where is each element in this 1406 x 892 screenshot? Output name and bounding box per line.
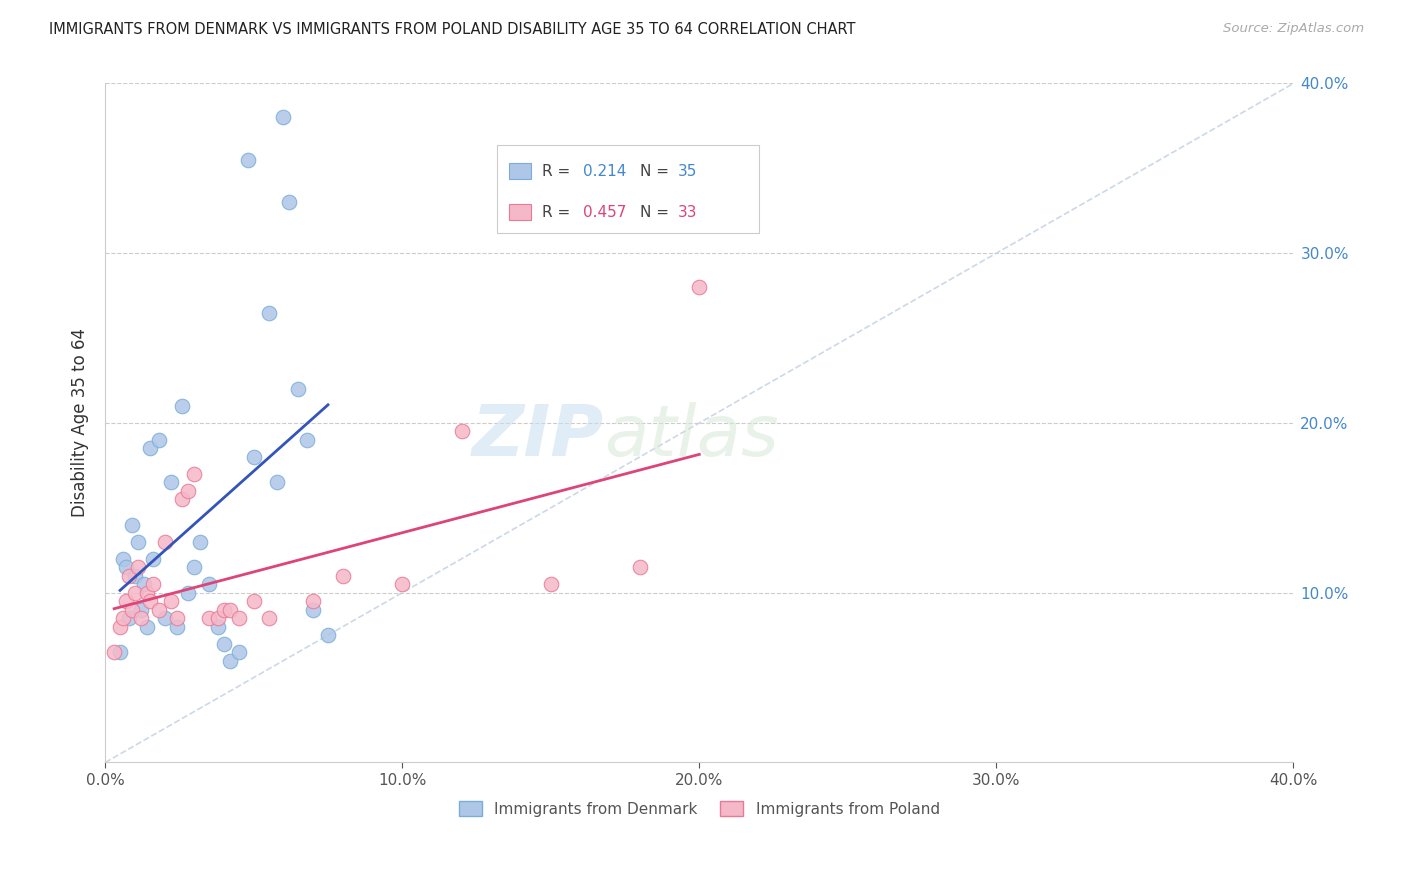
- Point: [295, 433, 318, 447]
- Point: [287, 382, 309, 396]
- Point: [278, 195, 301, 210]
- Point: [228, 645, 250, 659]
- Point: [142, 551, 165, 566]
- Point: [183, 467, 205, 481]
- Point: [112, 611, 135, 625]
- Point: [118, 568, 141, 582]
- Point: [257, 305, 280, 319]
- Text: 0.457: 0.457: [583, 205, 626, 220]
- Point: [139, 594, 162, 608]
- Point: [273, 111, 295, 125]
- Text: atlas: atlas: [605, 402, 779, 471]
- Point: [188, 534, 211, 549]
- Point: [236, 153, 259, 167]
- FancyBboxPatch shape: [509, 204, 530, 220]
- Point: [153, 534, 176, 549]
- Point: [177, 585, 200, 599]
- Point: [148, 602, 170, 616]
- Point: [302, 594, 325, 608]
- Point: [129, 611, 152, 625]
- Point: [148, 433, 170, 447]
- Point: [332, 568, 354, 582]
- Point: [257, 611, 280, 625]
- Point: [242, 450, 264, 464]
- Text: N =: N =: [640, 205, 673, 220]
- Point: [266, 475, 288, 490]
- Point: [628, 560, 651, 574]
- Point: [228, 611, 250, 625]
- Point: [242, 594, 264, 608]
- Point: [172, 492, 194, 507]
- Point: [166, 620, 188, 634]
- Text: 0.214: 0.214: [583, 164, 626, 179]
- FancyBboxPatch shape: [509, 163, 530, 178]
- Point: [688, 280, 710, 294]
- Point: [108, 645, 131, 659]
- Text: R =: R =: [543, 164, 575, 179]
- Text: Source: ZipAtlas.com: Source: ZipAtlas.com: [1223, 22, 1364, 36]
- Point: [132, 577, 155, 591]
- Point: [316, 628, 339, 642]
- Point: [207, 620, 229, 634]
- Text: N =: N =: [640, 164, 673, 179]
- Point: [135, 620, 157, 634]
- Point: [139, 442, 162, 456]
- Text: IMMIGRANTS FROM DENMARK VS IMMIGRANTS FROM POLAND DISABILITY AGE 35 TO 64 CORREL: IMMIGRANTS FROM DENMARK VS IMMIGRANTS FR…: [49, 22, 856, 37]
- Point: [207, 611, 229, 625]
- FancyBboxPatch shape: [498, 145, 759, 233]
- Point: [103, 645, 125, 659]
- Point: [121, 602, 143, 616]
- Point: [302, 602, 325, 616]
- Point: [212, 637, 235, 651]
- Point: [153, 611, 176, 625]
- Point: [127, 560, 149, 574]
- Point: [108, 620, 131, 634]
- Text: 33: 33: [678, 205, 697, 220]
- Point: [450, 425, 472, 439]
- Point: [142, 577, 165, 591]
- Text: 35: 35: [678, 164, 697, 179]
- Point: [166, 611, 188, 625]
- Point: [177, 483, 200, 498]
- Point: [159, 475, 181, 490]
- Point: [219, 654, 242, 668]
- Point: [183, 560, 205, 574]
- Point: [135, 585, 157, 599]
- Point: [124, 568, 146, 582]
- Point: [159, 594, 181, 608]
- Point: [127, 534, 149, 549]
- Point: [540, 577, 562, 591]
- Point: [212, 602, 235, 616]
- Point: [198, 611, 221, 625]
- Text: R =: R =: [543, 205, 575, 220]
- Point: [115, 594, 138, 608]
- Point: [124, 585, 146, 599]
- Point: [129, 602, 152, 616]
- Point: [118, 611, 141, 625]
- Point: [172, 399, 194, 413]
- Point: [112, 551, 135, 566]
- Point: [115, 560, 138, 574]
- Legend: Immigrants from Denmark, Immigrants from Poland: Immigrants from Denmark, Immigrants from…: [453, 795, 946, 822]
- Point: [219, 602, 242, 616]
- Point: [198, 577, 221, 591]
- Text: ZIP: ZIP: [472, 402, 605, 471]
- Point: [391, 577, 413, 591]
- Y-axis label: Disability Age 35 to 64: Disability Age 35 to 64: [72, 328, 89, 517]
- Point: [121, 517, 143, 532]
